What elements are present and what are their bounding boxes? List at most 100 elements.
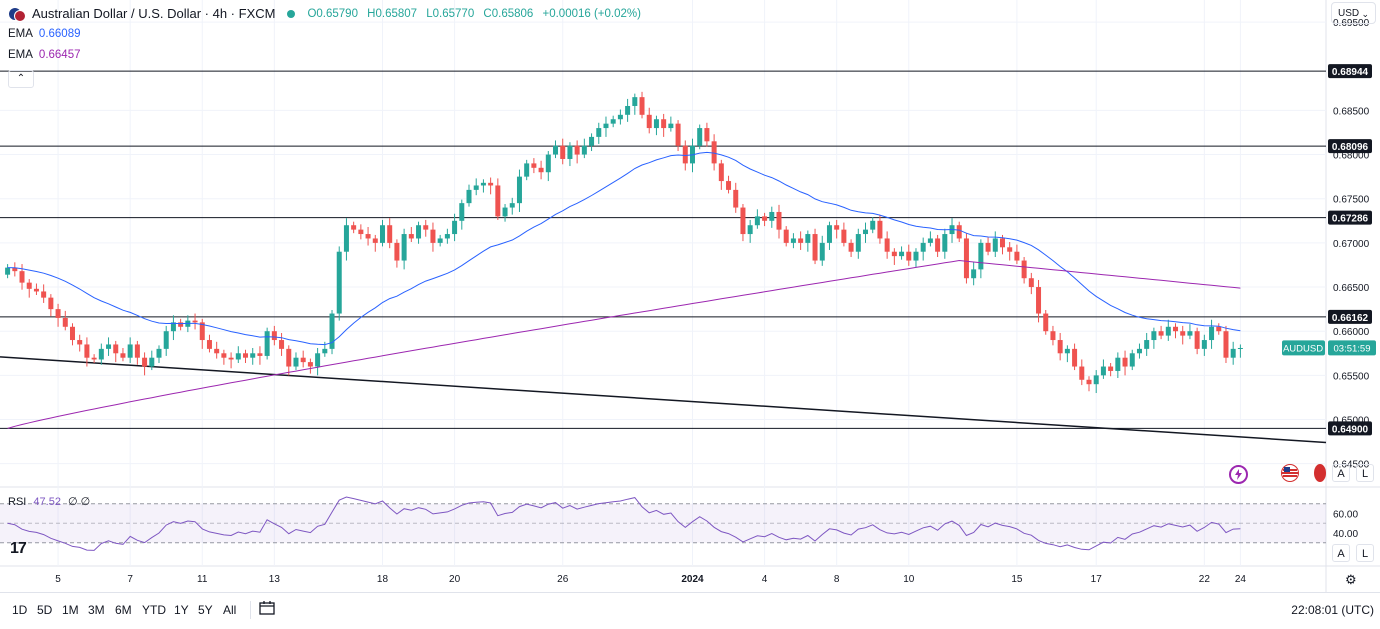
candle-body — [935, 238, 941, 252]
rsi-auto-scale-button[interactable]: A — [1332, 544, 1350, 562]
candle-body — [192, 320, 198, 323]
candle-body — [41, 291, 47, 298]
us-flag-icon[interactable] — [1314, 464, 1326, 482]
y-tick-label: 0.67000 — [1333, 239, 1370, 250]
timeframe-1y-button[interactable]: 1Y — [174, 603, 189, 617]
candle — [1079, 359, 1085, 386]
timeframe-1m-button[interactable]: 1M — [62, 603, 79, 617]
candle — [805, 230, 811, 252]
rsi-legend[interactable]: RSI 47.52 ∅ ∅ — [8, 495, 90, 508]
candle — [379, 219, 385, 247]
candle — [502, 204, 508, 222]
timeframe-6m-button[interactable]: 6M — [115, 603, 132, 617]
lightning-icon[interactable] — [1229, 465, 1248, 484]
candle-body — [142, 357, 148, 367]
candle-body — [668, 123, 674, 129]
candle-body — [170, 322, 176, 332]
clock[interactable]: 22:08:01 (UTC) — [1291, 603, 1374, 617]
auto-scale-button[interactable]: A — [1332, 464, 1350, 482]
candle — [639, 91, 645, 119]
level-price-tag — [1328, 309, 1372, 324]
candle — [718, 159, 724, 190]
candle — [5, 264, 11, 279]
candle — [971, 262, 977, 286]
candle — [466, 184, 472, 207]
candle-body — [805, 234, 811, 243]
us-flag-icon[interactable] — [1281, 464, 1299, 482]
ema-legend-2[interactable]: EMA 0.66457 — [8, 49, 81, 61]
candle-body — [502, 207, 508, 217]
candle-body — [293, 357, 299, 367]
candle — [1043, 310, 1049, 335]
candle — [264, 327, 270, 360]
rsi-name: RSI — [8, 496, 27, 508]
candle-body — [495, 185, 501, 217]
timeframe-3m-button[interactable]: 3M — [88, 603, 105, 617]
symbol-title[interactable]: Australian Dollar / U.S. Dollar · 4h · F… — [32, 6, 276, 21]
candle-body — [754, 216, 760, 226]
candle-body — [322, 348, 328, 354]
candle-body — [545, 154, 551, 173]
candle-body — [726, 181, 732, 190]
candle-body — [920, 242, 926, 252]
candle-body — [473, 185, 479, 190]
candle-body — [632, 97, 638, 106]
candle — [26, 279, 32, 298]
gear-icon[interactable]: ⚙ — [1345, 572, 1357, 587]
candle-body — [581, 145, 587, 155]
candle — [603, 116, 609, 137]
candle-body — [329, 313, 335, 349]
ema-name: EMA — [8, 28, 33, 40]
candle-body — [855, 234, 861, 252]
candle — [812, 228, 818, 265]
currency-select[interactable]: USD ⌄ — [1331, 2, 1376, 24]
calendar-range-icon[interactable] — [259, 601, 275, 615]
x-tick-label: 11 — [197, 574, 208, 585]
candle — [170, 315, 176, 341]
candle — [286, 345, 292, 376]
candle-body — [884, 238, 890, 252]
candle — [113, 340, 119, 363]
candle-body — [336, 251, 342, 314]
candle-body — [639, 97, 645, 115]
candle — [783, 226, 789, 247]
rsi-log-scale-button[interactable]: L — [1356, 544, 1374, 562]
candle — [495, 178, 501, 220]
candle-body — [452, 220, 458, 235]
level-price-tag — [1328, 64, 1372, 79]
candle-body — [401, 234, 407, 261]
candle-body — [1014, 251, 1020, 261]
candle-body — [315, 353, 321, 367]
price-chart[interactable]: 0.695000.685000.680000.675000.670000.665… — [0, 0, 1380, 592]
candle — [625, 98, 631, 122]
candle — [315, 347, 321, 376]
currency-flags-icon — [8, 6, 26, 22]
candle-body — [134, 344, 140, 358]
candle — [992, 231, 998, 258]
candle-body — [1043, 313, 1049, 332]
candle — [553, 140, 559, 159]
candle — [1151, 327, 1157, 349]
candle-body — [841, 229, 847, 243]
candle — [293, 352, 299, 371]
timeframe-ytd-button[interactable]: YTD — [142, 603, 166, 617]
timeframe-1d-button[interactable]: 1D — [12, 603, 28, 617]
log-scale-button[interactable]: L — [1356, 464, 1374, 482]
candle-body — [1079, 366, 1085, 380]
collapse-legend-button[interactable]: ⌃ — [8, 70, 34, 88]
candle-body — [1209, 326, 1215, 341]
trend-line — [0, 356, 1327, 444]
y-tick-label: 0.64500 — [1333, 460, 1370, 471]
level-price-label: 0.68944 — [1332, 67, 1369, 78]
candle — [307, 358, 313, 374]
timeframe-all-button[interactable]: All — [223, 603, 237, 617]
candle-body — [271, 331, 277, 341]
candle — [891, 248, 897, 265]
ema-legend-1[interactable]: EMA 0.66089 — [8, 28, 81, 40]
rsi-value: 47.52 — [33, 496, 61, 508]
candle — [84, 337, 90, 367]
timeframe-5d-button[interactable]: 5D — [37, 603, 53, 617]
x-tick-label: 18 — [377, 574, 389, 585]
timeframe-5y-button[interactable]: 5Y — [198, 603, 213, 617]
